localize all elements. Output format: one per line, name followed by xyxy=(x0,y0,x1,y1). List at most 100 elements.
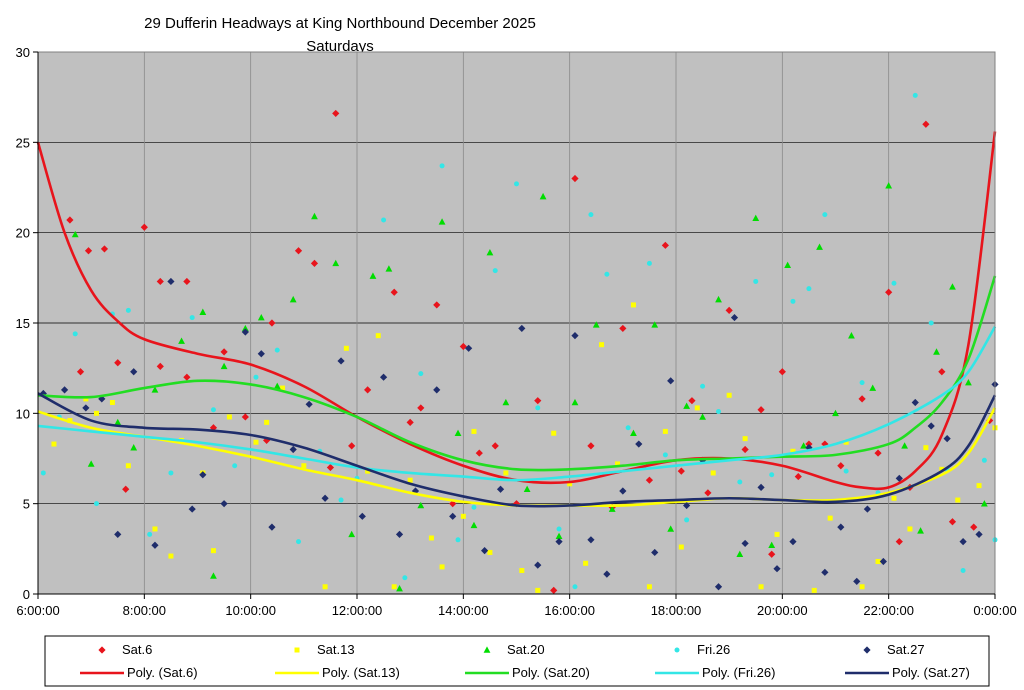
legend-entries: Sat.6 Sat.13 Sat.20 Fri.26 Sat.27 Poly. (Sat.… xyxy=(80,642,970,680)
data-point xyxy=(948,518,957,526)
data-point xyxy=(337,357,345,365)
data-point xyxy=(630,429,637,437)
data-point xyxy=(268,523,276,531)
axes: 0 5 10 15 20 25 30 6:00:00 8:00:00 10:00:00 12:00:… xyxy=(16,45,1017,618)
data-point xyxy=(253,439,259,445)
legend-label: Poly. (Sat.6) xyxy=(127,665,198,680)
data-point xyxy=(805,444,813,452)
data-point xyxy=(895,538,903,546)
data-point xyxy=(599,342,605,348)
data-point xyxy=(551,430,557,436)
trendline xyxy=(37,275,997,472)
data-point xyxy=(385,265,393,272)
legend-label: Poly. (Sat.13) xyxy=(322,665,400,680)
data-point xyxy=(241,328,249,336)
data-point xyxy=(885,182,893,189)
data-point xyxy=(109,399,115,405)
data-point xyxy=(264,419,270,425)
series-Sat.27 xyxy=(39,277,999,591)
data-point xyxy=(369,272,377,279)
data-point xyxy=(491,442,499,450)
data-point xyxy=(519,568,525,574)
data-point xyxy=(241,413,249,421)
data-point xyxy=(603,570,611,578)
data-point xyxy=(667,525,675,532)
data-point xyxy=(959,538,967,546)
data-point xyxy=(220,348,228,356)
data-point xyxy=(550,586,558,594)
data-point xyxy=(210,548,216,554)
data-point xyxy=(232,463,238,469)
data-point xyxy=(651,548,659,557)
data-point xyxy=(183,373,191,381)
data-point xyxy=(928,320,934,326)
legend-box xyxy=(44,635,990,687)
data-point xyxy=(742,436,748,442)
data-point xyxy=(241,324,249,332)
data-point xyxy=(471,504,477,510)
data-point xyxy=(879,557,887,566)
data-point xyxy=(486,248,494,256)
data-point xyxy=(736,550,744,558)
data-point xyxy=(439,564,445,570)
data-point xyxy=(571,398,579,406)
data-point xyxy=(84,247,93,255)
data-point xyxy=(790,298,796,304)
data-point xyxy=(114,359,122,367)
data-point xyxy=(496,485,505,493)
data-point xyxy=(114,530,122,538)
data-point xyxy=(816,243,823,250)
data-point xyxy=(130,368,138,376)
data-point xyxy=(911,398,919,407)
x-tick-label: 12:00:00 xyxy=(332,603,383,618)
data-point xyxy=(970,523,978,531)
legend-label: Poly. (Fri.26) xyxy=(702,665,775,680)
legend-label: Sat.27 xyxy=(887,642,925,657)
data-point xyxy=(715,295,722,303)
data-point xyxy=(635,440,643,448)
data-point xyxy=(402,575,408,581)
data-point xyxy=(741,445,749,454)
data-point xyxy=(933,348,940,355)
data-point xyxy=(390,288,398,296)
data-point xyxy=(210,407,216,413)
data-point xyxy=(737,479,743,485)
data-point xyxy=(487,549,493,555)
legend-marker xyxy=(294,647,300,653)
data-point xyxy=(433,301,441,309)
x-tick-label: 22:00:00 xyxy=(863,603,914,618)
x-tick-label: 14:00:00 xyxy=(438,603,489,618)
data-point xyxy=(667,377,675,385)
data-point xyxy=(296,539,302,545)
data-point xyxy=(76,368,85,376)
data-point xyxy=(587,442,595,450)
data-point xyxy=(741,539,749,548)
legend-marker xyxy=(863,646,871,654)
data-point xyxy=(571,332,579,340)
data-point xyxy=(125,307,131,313)
data-point xyxy=(460,513,466,519)
x-tick-label: 0:00:00 xyxy=(973,603,1016,618)
data-point xyxy=(72,331,78,337)
data-point xyxy=(310,259,319,267)
data-point xyxy=(848,332,855,339)
data-point xyxy=(710,470,716,476)
data-point xyxy=(907,526,913,532)
data-point xyxy=(758,584,764,590)
data-point xyxy=(789,538,797,546)
data-point xyxy=(438,218,446,225)
legend-label: Poly. (Sat.20) xyxy=(512,665,590,680)
trendline xyxy=(37,325,997,482)
data-point xyxy=(481,547,489,555)
data-point xyxy=(199,471,207,479)
legend-marker xyxy=(674,647,680,653)
data-point xyxy=(769,472,775,478)
data-point xyxy=(406,418,414,426)
data-point xyxy=(475,449,483,457)
data-point xyxy=(280,385,286,391)
data-point xyxy=(774,531,780,537)
data-point xyxy=(923,445,929,451)
data-point xyxy=(943,435,951,443)
data-point xyxy=(587,536,595,544)
